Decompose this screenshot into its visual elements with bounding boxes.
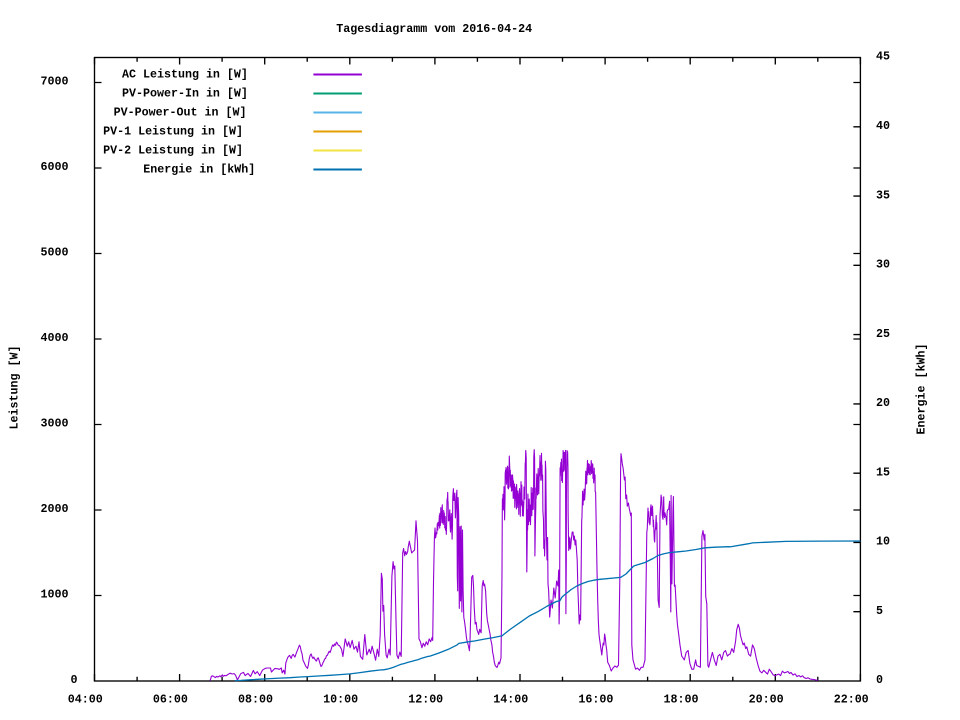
svg-text:25: 25 (876, 327, 890, 341)
svg-text:16:00: 16:00 (578, 693, 613, 707)
svg-text:10:00: 10:00 (323, 693, 358, 707)
svg-text:14:00: 14:00 (493, 693, 528, 707)
svg-text:Leistung [W]: Leistung [W] (8, 346, 22, 430)
svg-text:06:00: 06:00 (153, 693, 188, 707)
svg-text:Tagesdiagramm vom 2016-04-24: Tagesdiagramm vom 2016-04-24 (336, 22, 532, 36)
svg-text:35: 35 (876, 188, 890, 202)
svg-text:4000: 4000 (41, 331, 69, 345)
svg-text:AC Leistung in [W]: AC Leistung in [W] (122, 68, 248, 82)
svg-text:1000: 1000 (41, 588, 69, 602)
svg-text:10: 10 (876, 535, 890, 549)
svg-text:20:00: 20:00 (749, 693, 784, 707)
svg-text:45: 45 (876, 50, 890, 64)
svg-text:30: 30 (876, 258, 890, 272)
svg-text:08:00: 08:00 (238, 693, 273, 707)
svg-text:PV-1 Leistung in [W]: PV-1 Leistung in [W] (103, 125, 243, 139)
svg-text:0: 0 (71, 673, 78, 687)
svg-text:PV-Power-Out in [W]: PV-Power-Out in [W] (114, 106, 247, 120)
svg-text:20: 20 (876, 396, 890, 410)
svg-text:40: 40 (876, 119, 890, 133)
svg-text:Energie in [kWh]: Energie in [kWh] (143, 163, 255, 177)
svg-text:6000: 6000 (41, 160, 69, 174)
svg-text:PV-2 Leistung in [W]: PV-2 Leistung in [W] (103, 144, 243, 158)
svg-text:0: 0 (876, 673, 883, 687)
svg-text:22:00: 22:00 (834, 693, 869, 707)
svg-text:7000: 7000 (41, 75, 69, 89)
svg-text:2000: 2000 (41, 502, 69, 516)
svg-text:15: 15 (876, 465, 890, 479)
svg-text:Energie [kWh]: Energie [kWh] (915, 344, 929, 435)
svg-text:18:00: 18:00 (664, 693, 699, 707)
svg-text:5000: 5000 (41, 246, 69, 260)
svg-text:3000: 3000 (41, 417, 69, 431)
svg-text:PV-Power-In in [W]: PV-Power-In in [W] (122, 87, 248, 101)
svg-text:5: 5 (876, 604, 883, 618)
svg-text:12:00: 12:00 (408, 693, 443, 707)
svg-text:04:00: 04:00 (68, 693, 103, 707)
